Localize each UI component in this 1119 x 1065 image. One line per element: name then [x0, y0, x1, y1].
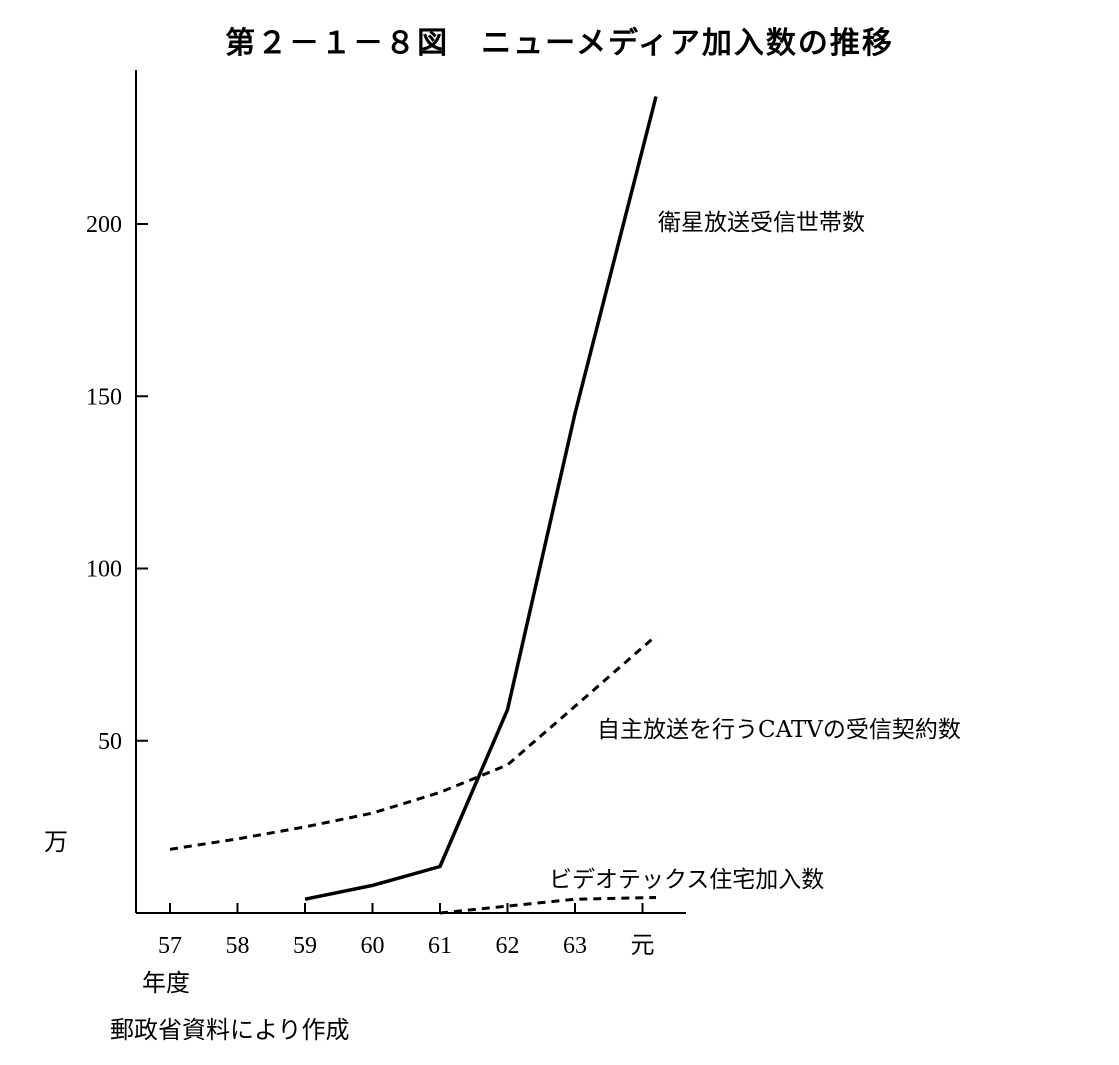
- x-tick-label: 60: [361, 933, 385, 959]
- series-label-satellite: 衛星放送受信世帯数: [658, 210, 865, 236]
- x-tick-label: 59: [293, 933, 317, 959]
- tick-labels: 50 100 150 200 57 58 59 60 61 62 63 元: [86, 212, 655, 959]
- x-tick-label: 58: [226, 933, 250, 959]
- source-note: 郵政省資料により作成: [110, 1016, 350, 1044]
- series-label-catv: 自主放送を行うCATVの受信契約数: [597, 717, 961, 743]
- chart-title: 第２－１－８図 ニューメディア加入数の推移: [225, 26, 894, 61]
- x-tick-label: 57: [158, 933, 182, 959]
- series-line-satellite: [304, 96, 658, 901]
- series-line-catv: [169, 634, 657, 851]
- x-tick-label: 63: [563, 933, 587, 959]
- x-tick-label: 元: [631, 933, 655, 959]
- x-tick-label: 61: [428, 933, 452, 959]
- series-line-videotex: [439, 896, 657, 915]
- series-label-videotex: ビデオテックス住宅加入数: [549, 867, 824, 893]
- y-tick-label: 50: [98, 729, 122, 755]
- axes: [135, 70, 686, 914]
- y-tick-label: 150: [86, 384, 122, 410]
- x-axis-unit: 年度: [142, 969, 190, 997]
- y-axis-unit: 万: [44, 828, 68, 856]
- y-tick-label: 200: [86, 212, 122, 238]
- series-layer: [169, 96, 658, 915]
- x-tick-label: 62: [496, 933, 520, 959]
- y-tick-label: 100: [86, 557, 122, 583]
